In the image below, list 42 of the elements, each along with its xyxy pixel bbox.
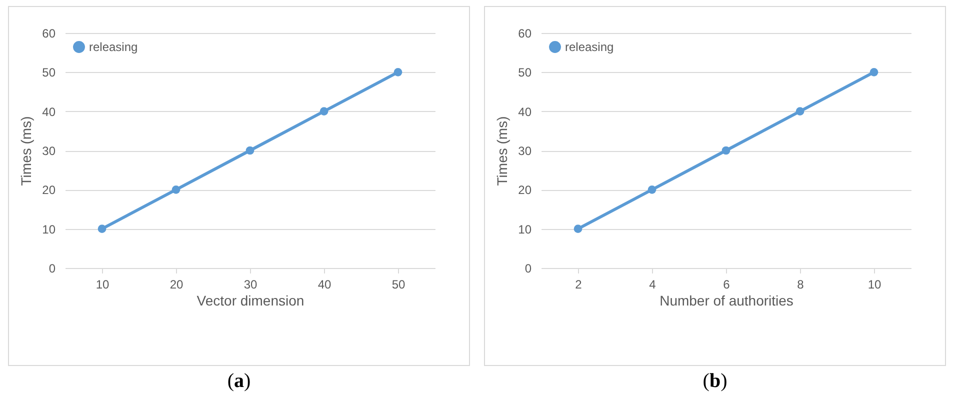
y-tick-label: 40 [518,104,532,119]
point [320,107,328,116]
x-tick-label: 50 [392,278,406,292]
x-tick-label: 20 [170,278,184,292]
y-tick-label: 50 [518,66,532,80]
y-axis-title: Times (ms) [18,116,34,186]
legend-label: releasing [565,40,614,54]
y-tick-label: 40 [42,104,56,119]
y-tick-label: 10 [42,222,56,236]
y-tick-label: 0 [48,262,56,276]
point [246,146,254,155]
point [870,68,878,76]
point [394,68,402,76]
text: (a) [227,370,251,393]
y-tick-label: 60 [518,26,532,40]
point [648,185,656,194]
text: (b) [702,370,728,393]
x-tick-label: 40 [318,278,332,292]
y-tick-label: 50 [42,66,56,80]
x-tick-label: 2 [575,278,582,292]
point [722,146,730,155]
y-tick-label: 60 [42,26,56,40]
x-tick-label: 10 [868,278,882,292]
y-tick-label: 0 [524,262,532,276]
y-tick-label: 10 [518,222,532,236]
x-axis-title: Vector dimension [196,292,304,308]
y-tick-label: 20 [518,183,532,198]
x-tick-label: 4 [649,278,656,292]
point [796,107,804,116]
x-tick-label: 30 [244,278,258,292]
x-tick-label: 8 [797,278,804,292]
y-tick-label: 30 [42,144,56,158]
y-axis-title: Times (ms) [494,116,510,186]
x-axis-title: Number of authorities [660,292,794,308]
x-tick-label: 10 [96,278,110,292]
point [574,224,582,234]
x-tick-label: 6 [723,278,730,292]
point [172,185,180,194]
point [98,224,106,234]
legend-label: releasing [89,40,138,54]
y-tick-label: 20 [42,183,56,198]
y-tick-label: 30 [518,144,532,158]
